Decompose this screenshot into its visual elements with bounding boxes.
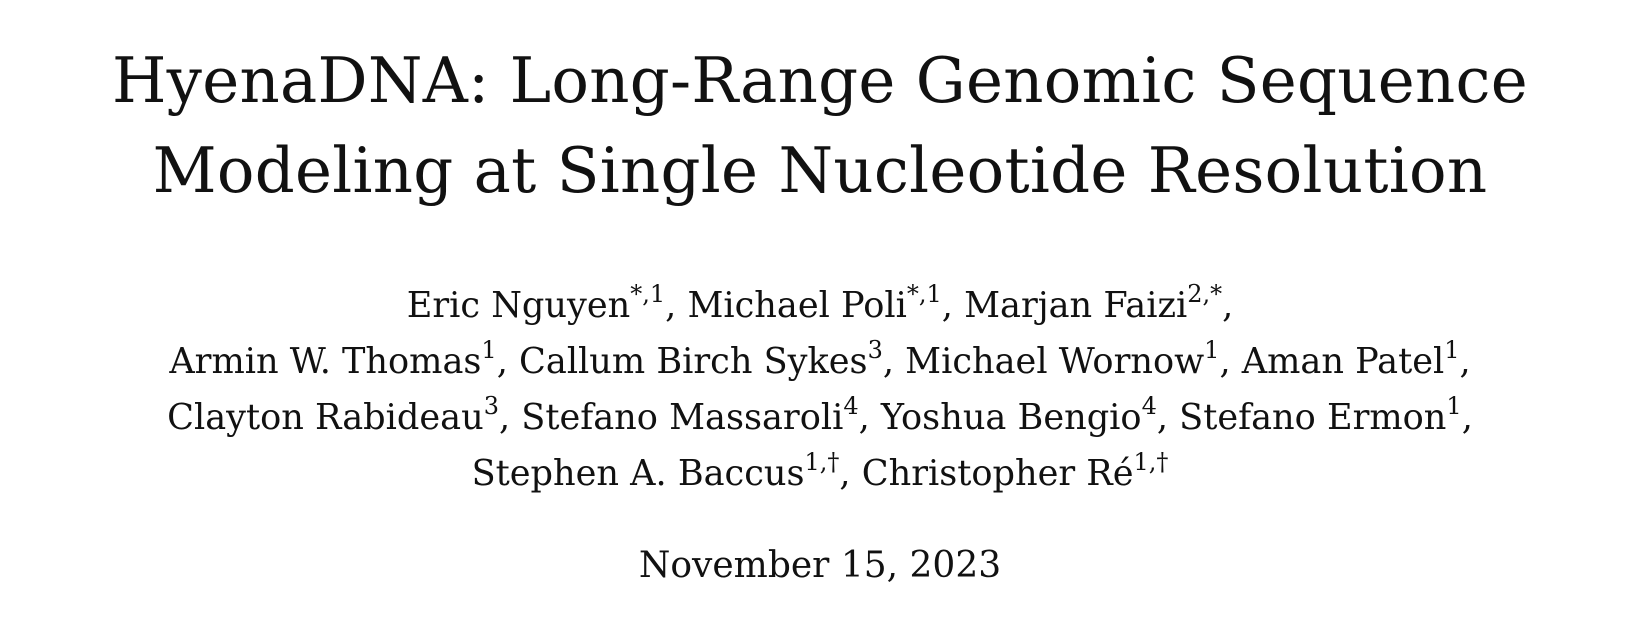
author-line: Armin W. Thomas1, Callum Birch Sykes3, M… xyxy=(0,334,1640,390)
affiliation-marker: 1 xyxy=(1446,392,1462,421)
paper-title: HyenaDNA: Long-Range Genomic Sequence Mo… xyxy=(0,36,1640,216)
affiliation-marker: 3 xyxy=(867,336,883,365)
author-line: Clayton Rabideau3, Stefano Massaroli4, Y… xyxy=(0,390,1640,446)
affiliation-marker: 1 xyxy=(481,336,497,365)
author-name: Michael Poli xyxy=(687,285,907,326)
affiliation-marker: 1 xyxy=(1204,336,1220,365)
author-name: Yoshua Bengio xyxy=(880,397,1142,438)
author-line: Eric Nguyen*,1, Michael Poli*,1, Marjan … xyxy=(0,278,1640,334)
author-name: Stefano Ermon xyxy=(1179,397,1447,438)
author-separator: , xyxy=(882,341,906,382)
author-name: Christopher Ré xyxy=(861,453,1134,494)
author-separator: , xyxy=(665,285,688,326)
affiliation-marker: *,1 xyxy=(630,280,666,309)
affiliation-marker: 1 xyxy=(1444,336,1460,365)
author-name: Marjan Faizi xyxy=(964,285,1188,326)
paper-title-line-2: Modeling at Single Nucleotide Resolution xyxy=(152,134,1488,207)
author-list: Eric Nguyen*,1, Michael Poli*,1, Marjan … xyxy=(0,278,1640,502)
author-separator: , xyxy=(1222,285,1234,326)
author-separator: , xyxy=(858,397,881,438)
author-name: Callum Birch Sykes xyxy=(519,341,868,382)
affiliation-marker: 3 xyxy=(483,392,499,421)
author-name: Michael Wornow xyxy=(905,341,1205,382)
author-separator: , xyxy=(941,285,965,326)
author-separator: , xyxy=(1156,397,1180,438)
affiliation-marker: 1,† xyxy=(1133,448,1169,477)
author-name: Aman Patel xyxy=(1241,341,1445,382)
author-separator: , xyxy=(498,397,522,438)
author-separator: , xyxy=(839,453,862,494)
author-name: Stefano Massaroli xyxy=(521,397,844,438)
author-separator: , xyxy=(1219,341,1242,382)
affiliation-marker: 4 xyxy=(1141,392,1157,421)
affiliation-marker: 2,* xyxy=(1187,280,1223,309)
author-line: Stephen A. Baccus1,†, Christopher Ré1,† xyxy=(0,446,1640,502)
publication-date: November 15, 2023 xyxy=(638,545,1002,586)
paper-title-line-1: HyenaDNA: Long-Range Genomic Sequence xyxy=(111,44,1529,117)
author-separator: , xyxy=(496,341,520,382)
author-name: Armin W. Thomas xyxy=(169,341,482,382)
author-name: Clayton Rabideau xyxy=(167,397,484,438)
affiliation-marker: *,1 xyxy=(906,280,942,309)
affiliation-marker: 1,† xyxy=(804,448,840,477)
author-name: Eric Nguyen xyxy=(406,285,631,326)
affiliation-marker: 4 xyxy=(843,392,859,421)
author-name: Stephen A. Baccus xyxy=(471,453,805,494)
author-separator: , xyxy=(1461,397,1473,438)
author-separator: , xyxy=(1459,341,1471,382)
